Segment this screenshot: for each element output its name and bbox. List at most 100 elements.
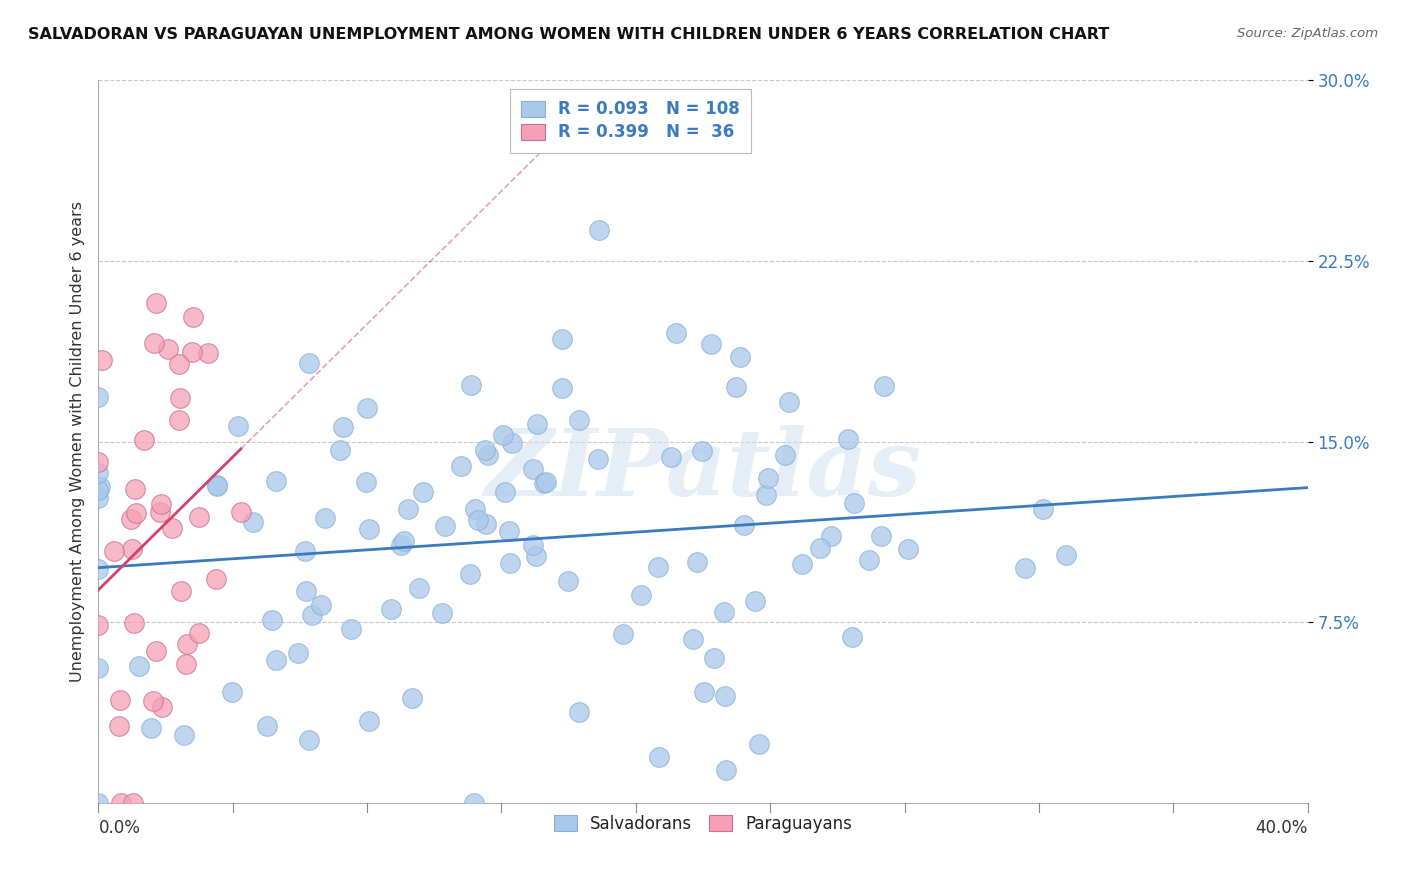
Point <box>463 796 485 810</box>
Point <box>314 510 336 524</box>
Point <box>498 524 520 539</box>
Point <box>897 542 920 557</box>
Text: 40.0%: 40.0% <box>1256 819 1308 837</box>
Point <box>858 553 880 567</box>
Point <box>477 448 499 462</box>
Point <box>568 706 591 720</box>
Point <box>551 333 574 347</box>
Point <box>844 495 866 509</box>
Point <box>170 583 193 598</box>
Point <box>108 719 131 733</box>
Point <box>357 714 380 728</box>
Point <box>169 392 191 406</box>
Point <box>110 796 132 810</box>
Point <box>145 295 167 310</box>
Point <box>396 502 419 516</box>
Point <box>357 522 380 536</box>
Point <box>188 625 211 640</box>
Point <box>522 461 544 475</box>
Point <box>713 689 735 703</box>
Point <box>534 475 557 490</box>
Point <box>205 572 228 586</box>
Point <box>401 690 423 705</box>
Point <box>124 506 146 520</box>
Point <box>226 419 249 434</box>
Point <box>467 513 489 527</box>
Point <box>221 685 243 699</box>
Point <box>356 401 378 415</box>
Point <box>149 504 172 518</box>
Point <box>329 442 352 457</box>
Point <box>340 622 363 636</box>
Point <box>728 350 751 364</box>
Point <box>733 518 755 533</box>
Point <box>89 480 111 494</box>
Point <box>143 336 166 351</box>
Y-axis label: Unemployment Among Women with Children Under 6 years: Unemployment Among Women with Children U… <box>69 201 84 682</box>
Point <box>87 390 110 404</box>
Point <box>260 613 283 627</box>
Point <box>755 487 778 501</box>
Point <box>588 223 610 237</box>
Point <box>501 435 523 450</box>
Point <box>309 598 332 612</box>
Point <box>169 357 191 371</box>
Point <box>692 443 714 458</box>
Point <box>756 471 779 485</box>
Point <box>524 549 547 563</box>
Point <box>700 337 723 351</box>
Point <box>205 478 228 492</box>
Point <box>156 342 179 356</box>
Point <box>87 661 110 675</box>
Point <box>120 512 142 526</box>
Point <box>474 443 496 458</box>
Point <box>499 556 522 570</box>
Point <box>298 733 321 747</box>
Point <box>122 615 145 630</box>
Point <box>332 420 354 434</box>
Point <box>703 651 725 665</box>
Point <box>174 657 197 671</box>
Point <box>744 594 766 608</box>
Point <box>586 452 609 467</box>
Point <box>264 653 287 667</box>
Point <box>430 607 453 621</box>
Text: SALVADORAN VS PARAGUAYAN UNEMPLOYMENT AMONG WOMEN WITH CHILDREN UNDER 6 YEARS CO: SALVADORAN VS PARAGUAYAN UNEMPLOYMENT AM… <box>28 27 1109 42</box>
Point <box>1054 548 1077 562</box>
Point <box>748 737 770 751</box>
Point <box>176 637 198 651</box>
Point <box>460 377 482 392</box>
Point <box>522 538 544 552</box>
Point <box>150 497 173 511</box>
Point <box>197 346 219 360</box>
Point <box>188 510 211 524</box>
Point <box>287 647 309 661</box>
Point <box>180 345 202 359</box>
Point <box>612 626 634 640</box>
Point <box>841 631 863 645</box>
Point <box>647 560 669 574</box>
Point <box>568 413 591 427</box>
Point <box>474 516 496 531</box>
Point <box>533 475 555 490</box>
Point <box>778 395 800 409</box>
Point <box>713 605 735 619</box>
Point <box>150 700 173 714</box>
Point <box>686 556 709 570</box>
Point <box>298 356 321 370</box>
Point <box>380 602 402 616</box>
Point <box>464 502 486 516</box>
Point <box>450 458 472 473</box>
Point <box>873 378 896 392</box>
Point <box>87 467 110 481</box>
Point <box>725 380 748 394</box>
Point <box>693 685 716 699</box>
Point <box>526 417 548 432</box>
Point <box>145 643 167 657</box>
Point <box>408 581 430 595</box>
Point <box>87 796 110 810</box>
Point <box>90 352 112 367</box>
Legend: Salvadorans, Paraguayans: Salvadorans, Paraguayans <box>546 806 860 841</box>
Point <box>87 562 110 576</box>
Point <box>557 574 579 588</box>
